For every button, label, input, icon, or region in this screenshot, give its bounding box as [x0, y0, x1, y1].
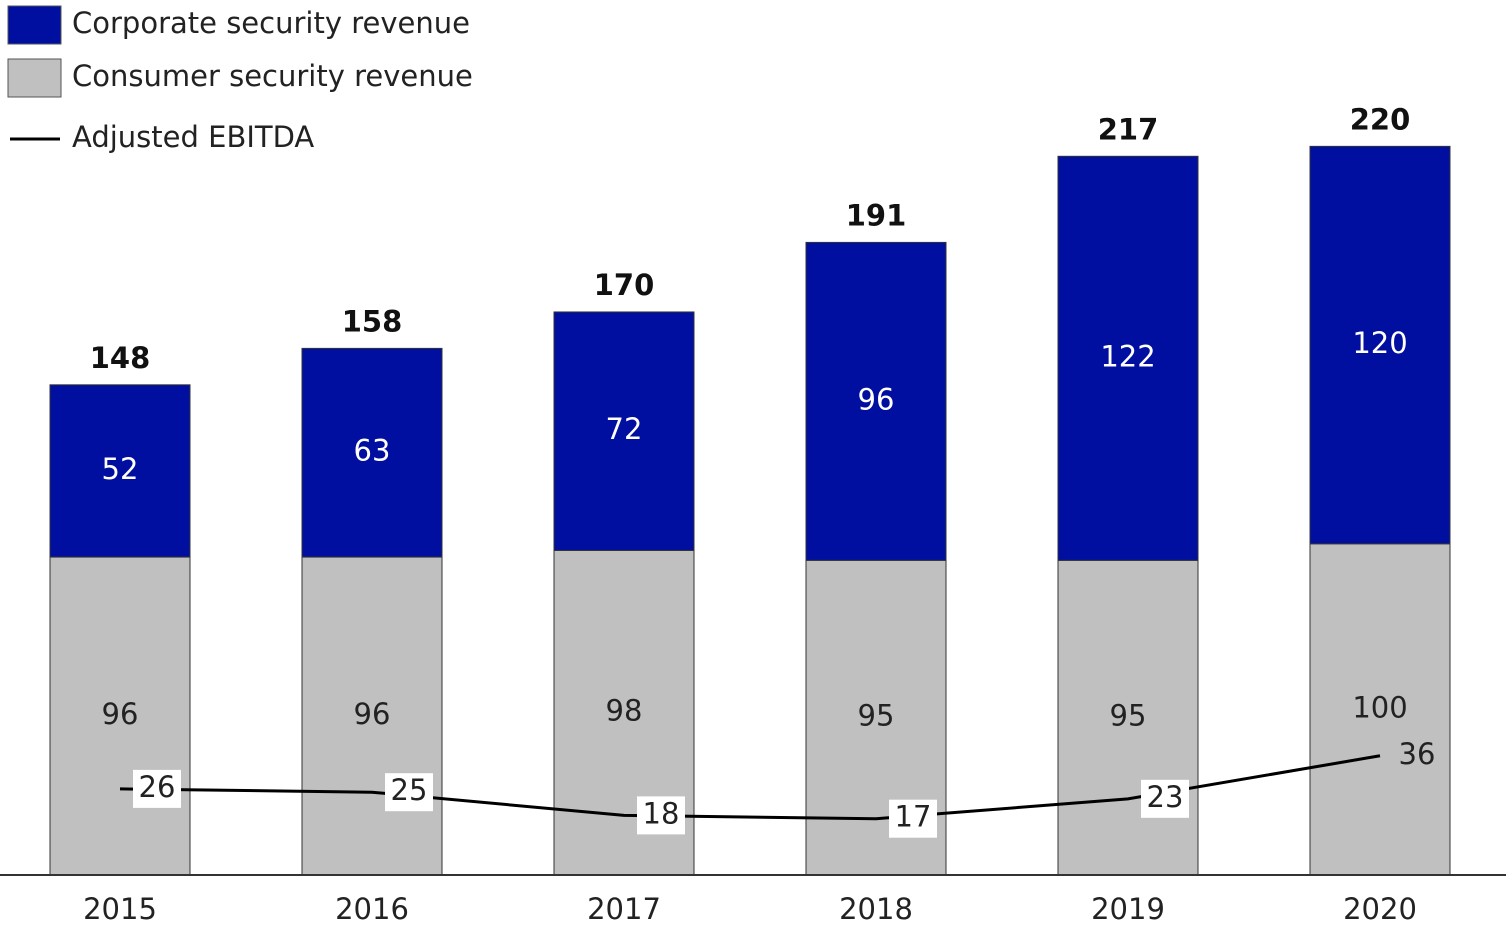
bar-segment [1309, 145, 1451, 545]
legend-label: Corporate security revenue [72, 6, 470, 40]
total-label: 158 [342, 304, 403, 338]
line-label: 23 [1147, 780, 1184, 814]
line-label: 26 [139, 770, 176, 804]
legend-label: Adjusted EBITDA [72, 120, 314, 154]
segment-label: 120 [1352, 326, 1407, 360]
segment-label: 96 [858, 382, 895, 416]
segment-label: 96 [102, 697, 139, 731]
total-label: 148 [90, 341, 151, 375]
legend-swatch [7, 5, 62, 45]
x-tick-label: 2016 [335, 892, 409, 926]
bar-segment [805, 241, 947, 561]
bar-segment [1057, 155, 1199, 561]
segment-label: 100 [1352, 690, 1407, 724]
x-tick-label: 2015 [83, 892, 157, 926]
line-label: 18 [643, 796, 680, 830]
bar-segment [1309, 543, 1451, 876]
segment-label: 52 [102, 452, 139, 486]
x-tick-label: 2017 [587, 892, 661, 926]
label-box [889, 799, 937, 838]
label-box [133, 769, 181, 808]
legend-label: Consumer security revenue [72, 59, 473, 93]
segment-label: 63 [354, 434, 391, 468]
segment-label: 122 [1100, 339, 1155, 373]
line-label: 17 [895, 800, 932, 834]
label-box [637, 796, 685, 835]
x-tick-label: 2019 [1091, 892, 1165, 926]
legend-swatch [7, 58, 62, 98]
bar-segment [1057, 559, 1199, 876]
segment-label: 98 [606, 694, 643, 728]
segment-label: 96 [354, 697, 391, 731]
total-label: 220 [1350, 102, 1411, 136]
line-label: 36 [1399, 737, 1436, 771]
x-tick-label: 2018 [839, 892, 913, 926]
bar-segment [49, 384, 191, 558]
segment-label: 95 [1110, 699, 1147, 733]
segment-label: 95 [858, 699, 895, 733]
segment-label: 72 [606, 412, 643, 446]
x-tick-label: 2020 [1343, 892, 1417, 926]
bar-segment [301, 347, 443, 558]
total-label: 191 [846, 198, 907, 232]
total-label: 170 [594, 268, 655, 302]
label-box [385, 773, 433, 812]
total-label: 217 [1098, 112, 1159, 146]
label-box [1141, 779, 1189, 818]
line-label: 25 [391, 773, 428, 807]
bar-segment [553, 311, 695, 551]
